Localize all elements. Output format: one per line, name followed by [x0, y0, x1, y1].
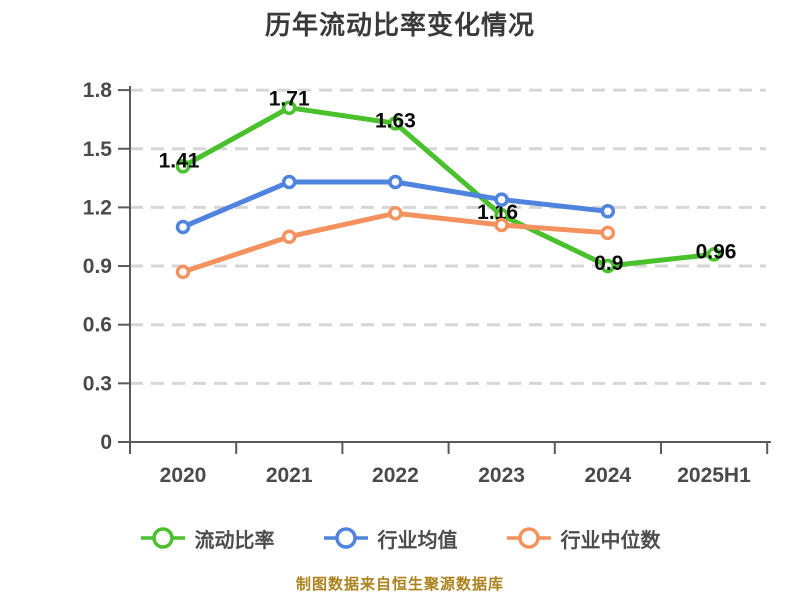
data-label-current-ratio: 1.16	[477, 201, 518, 224]
series-line-current-ratio	[180, 105, 717, 269]
data-point-industry-mean	[600, 204, 616, 219]
series-line-industry-median	[180, 210, 611, 275]
data-point-industry-median	[175, 264, 191, 280]
legend-item-industry-median: 行业中位数	[506, 524, 661, 553]
data-point-current-ratio	[706, 247, 722, 262]
x-tick-label: 2020	[160, 464, 207, 487]
y-tick-label: 0.6	[83, 314, 112, 337]
data-label-current-ratio: 1.41	[159, 149, 200, 172]
legend-item-industry-mean: 行业均值	[323, 524, 458, 553]
data-point-industry-mean	[175, 219, 191, 235]
data-label-current-ratio: 0.9	[594, 252, 623, 275]
x-tick-label: 2023	[478, 464, 525, 487]
data-point-industry-median	[281, 229, 297, 244]
chart-legend: 流动比率 行业均值 行业中位数	[0, 518, 800, 558]
legend-label-industry-mean: 行业均值	[377, 529, 458, 552]
data-point-industry-mean	[494, 192, 509, 207]
x-tick-label: 2024	[584, 464, 631, 487]
y-tick-label: 1.2	[83, 196, 112, 219]
chart-title: 历年流动比率变化情况	[264, 10, 535, 40]
data-source-note: 制图数据来自恒生聚源数据库	[295, 576, 504, 593]
data-point-current-ratio	[600, 258, 616, 274]
legend-marker-industry-median	[506, 527, 551, 549]
y-tick-label: 0.9	[83, 255, 112, 278]
x-tick-label: 2022	[372, 464, 419, 487]
data-label-current-ratio: 0.96	[696, 240, 737, 263]
x-tick-label: 2021	[266, 464, 313, 487]
legend-marker-industry-mean	[323, 527, 368, 549]
legend-item-current-ratio: 流动比率	[140, 524, 275, 553]
y-tick-label: 1.8	[83, 79, 113, 102]
legend-label-industry-median: 行业中位数	[560, 529, 661, 552]
x-tick-label: 2025H1	[677, 464, 751, 487]
y-tick-label: 0	[100, 431, 112, 454]
data-point-current-ratio	[175, 159, 191, 174]
y-tick-label: 1.5	[83, 138, 113, 161]
legend-marker-current-ratio	[140, 527, 185, 549]
legend-label-current-ratio: 流动比率	[194, 529, 275, 552]
data-label-current-ratio: 1.63	[375, 109, 416, 132]
data-point-industry-mean	[281, 174, 297, 190]
data-point-industry-mean	[388, 174, 403, 190]
data-point-current-ratio	[281, 100, 297, 115]
data-point-industry-median	[388, 206, 403, 221]
data-point-industry-median	[494, 217, 509, 233]
data-point-current-ratio	[388, 116, 403, 131]
data-point-industry-median	[600, 225, 616, 241]
data-label-current-ratio: 1.71	[269, 88, 310, 111]
line-chart-plot: 0 0.3 0.6 0.9 1.2 1.5 1.8 2020 2021 2022 2023 2024 2…	[83, 79, 771, 487]
y-tick-label: 0.3	[83, 372, 112, 395]
